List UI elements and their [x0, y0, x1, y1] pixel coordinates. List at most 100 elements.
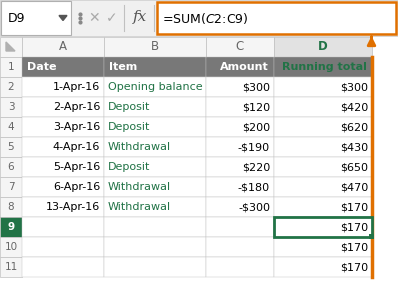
Text: $420: $420	[340, 102, 368, 112]
Text: 4-Apr-16: 4-Apr-16	[53, 142, 100, 152]
Text: Amount: Amount	[220, 62, 269, 72]
Text: $220: $220	[242, 162, 270, 172]
Bar	[22, 257, 104, 277]
Bar	[0, 217, 22, 237]
Bar	[206, 177, 274, 197]
Bar	[206, 77, 274, 97]
Bar	[104, 237, 206, 257]
Bar	[22, 57, 104, 77]
Bar	[0, 117, 22, 137]
Text: Date: Date	[27, 62, 57, 72]
Text: 3: 3	[8, 102, 14, 112]
Bar	[0, 197, 22, 217]
Text: Withdrawal: Withdrawal	[108, 202, 171, 212]
Bar	[206, 117, 274, 137]
Bar	[274, 157, 372, 177]
Bar	[0, 257, 22, 277]
Text: =SUM($C$2:C9): =SUM($C$2:C9)	[162, 11, 249, 26]
Bar	[22, 157, 104, 177]
Bar	[22, 197, 104, 217]
Bar	[104, 197, 206, 217]
Text: $650: $650	[340, 162, 368, 172]
Text: 13-Apr-16: 13-Apr-16	[46, 202, 100, 212]
Bar	[206, 257, 274, 277]
Text: 7: 7	[8, 182, 14, 192]
Text: -$300: -$300	[238, 202, 270, 212]
Bar	[274, 57, 372, 77]
Bar	[22, 117, 104, 137]
Bar	[0, 157, 22, 177]
Text: 8: 8	[8, 202, 14, 212]
Text: $300: $300	[340, 82, 368, 92]
Text: Deposit: Deposit	[108, 102, 150, 112]
Text: 6: 6	[8, 162, 14, 172]
Text: Deposit: Deposit	[108, 122, 150, 132]
Bar	[274, 97, 372, 117]
Bar	[104, 157, 206, 177]
Text: 5-Apr-16: 5-Apr-16	[53, 162, 100, 172]
Bar	[206, 97, 274, 117]
Text: C: C	[236, 41, 244, 53]
Bar	[206, 57, 274, 77]
Text: ✓: ✓	[106, 11, 118, 25]
Text: 4: 4	[8, 122, 14, 132]
Text: Opening balance: Opening balance	[108, 82, 203, 92]
Text: $470: $470	[340, 182, 368, 192]
Bar	[104, 77, 206, 97]
Bar	[206, 157, 274, 177]
Text: D9: D9	[8, 11, 25, 24]
Bar	[274, 237, 372, 257]
Bar	[0, 57, 22, 77]
Bar	[274, 117, 372, 137]
Text: -$180: -$180	[238, 182, 270, 192]
Bar	[274, 197, 372, 217]
Bar	[0, 0, 398, 36]
Text: 2-Apr-16: 2-Apr-16	[53, 102, 100, 112]
Bar	[274, 177, 372, 197]
Bar	[22, 37, 104, 57]
Bar	[22, 177, 104, 197]
Text: $200: $200	[242, 122, 270, 132]
Bar	[22, 97, 104, 117]
Text: $620: $620	[340, 122, 368, 132]
Text: $170: $170	[340, 222, 368, 232]
Text: D: D	[318, 41, 328, 53]
Text: $430: $430	[340, 142, 368, 152]
Bar	[104, 137, 206, 157]
Bar	[274, 37, 372, 57]
Text: 1: 1	[8, 62, 14, 72]
Bar	[22, 217, 104, 237]
Bar	[104, 37, 206, 57]
Text: $120: $120	[242, 102, 270, 112]
Text: B: B	[151, 41, 159, 53]
Bar	[206, 217, 274, 237]
Bar	[206, 37, 274, 57]
Text: $170: $170	[340, 242, 368, 252]
Bar	[0, 37, 22, 57]
Bar	[104, 217, 206, 237]
Text: $170: $170	[340, 202, 368, 212]
Text: Item: Item	[109, 62, 137, 72]
Bar	[1, 1, 71, 35]
Bar	[0, 237, 22, 257]
Bar	[0, 137, 22, 157]
Text: Deposit: Deposit	[108, 162, 150, 172]
Bar	[0, 97, 22, 117]
Text: Running total: Running total	[282, 62, 367, 72]
Bar	[0, 177, 22, 197]
Bar	[104, 257, 206, 277]
Text: ✕: ✕	[88, 11, 100, 25]
Text: Withdrawal: Withdrawal	[108, 142, 171, 152]
Bar	[274, 217, 372, 237]
Bar	[0, 77, 22, 97]
Bar	[274, 217, 372, 237]
Bar	[22, 77, 104, 97]
Bar	[104, 97, 206, 117]
Polygon shape	[59, 16, 67, 20]
Bar	[104, 177, 206, 197]
Text: 9: 9	[8, 222, 15, 232]
Text: 2: 2	[8, 82, 14, 92]
Bar	[104, 57, 206, 77]
Text: 11: 11	[4, 262, 18, 272]
Text: 10: 10	[4, 242, 18, 252]
